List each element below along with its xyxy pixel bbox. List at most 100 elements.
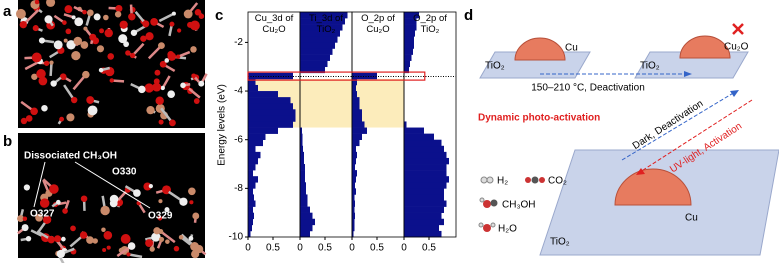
dos-bar <box>248 200 256 207</box>
atom <box>43 60 50 66</box>
bond <box>128 253 143 259</box>
atom <box>82 9 87 15</box>
atom <box>153 78 160 85</box>
dos-bar <box>352 97 360 104</box>
atom <box>107 53 115 60</box>
atom <box>59 73 67 81</box>
dos-bar <box>248 103 293 110</box>
atom <box>145 239 154 247</box>
dos-bar <box>352 176 356 183</box>
dos-bar <box>352 133 362 141</box>
particle-label: Cu <box>685 213 698 224</box>
particle <box>514 37 566 61</box>
dos-bar <box>404 145 444 153</box>
atom <box>158 42 165 50</box>
atom <box>80 41 89 49</box>
series-name: O_2p of TiO₂ <box>413 13 447 35</box>
atom <box>179 197 188 206</box>
dos-bar <box>300 24 343 31</box>
dos-bar <box>352 139 360 147</box>
atom <box>149 246 155 252</box>
atom <box>102 247 107 252</box>
atom <box>150 18 158 26</box>
dos-bar <box>352 170 357 177</box>
dos-bar <box>404 133 434 141</box>
dos-bar <box>300 133 303 141</box>
arrow-head <box>730 90 739 97</box>
dos-bar <box>404 170 447 177</box>
atom <box>64 5 73 14</box>
particle <box>679 35 731 59</box>
dos-bar <box>248 97 291 104</box>
panel-label: b <box>3 133 12 150</box>
bond <box>158 12 175 23</box>
dos-bar <box>404 164 447 171</box>
dos-bar <box>248 109 296 116</box>
x-tick-label: 0 <box>349 243 355 254</box>
dos-bar <box>300 60 328 68</box>
atom <box>20 117 28 125</box>
dos-bar <box>300 188 306 195</box>
arrow <box>621 91 736 161</box>
atom <box>155 96 164 105</box>
atom <box>32 25 39 32</box>
dos-bar <box>248 133 266 141</box>
dos-bar <box>300 54 330 61</box>
dos-bar <box>352 145 356 153</box>
dos-bar <box>248 170 253 177</box>
atom <box>61 236 66 242</box>
atom <box>190 242 200 251</box>
atom <box>44 15 53 24</box>
dos-bar <box>352 72 377 80</box>
x-tick-label: 0.5 <box>422 243 436 254</box>
dos-bar <box>404 157 449 165</box>
dos-bar <box>248 91 278 98</box>
dos-bar <box>352 230 354 238</box>
atom <box>70 96 78 104</box>
atom <box>120 234 131 244</box>
atom <box>71 15 76 20</box>
dos-bar <box>352 200 355 207</box>
arrow-head <box>684 71 692 77</box>
atom <box>21 224 29 232</box>
annotation: Dissociated CH₃OH <box>24 151 117 162</box>
atom <box>130 29 138 36</box>
dos-bar <box>404 206 444 213</box>
dos-bar <box>300 194 308 201</box>
dos-bar <box>404 188 444 195</box>
arrow-head <box>636 168 645 175</box>
atom <box>158 236 165 243</box>
atom <box>190 46 197 53</box>
dos-bar <box>248 78 256 86</box>
panel-label: d <box>464 7 473 24</box>
atom <box>23 184 30 191</box>
atom <box>71 51 81 61</box>
atom <box>38 37 45 44</box>
y-tick-label: -8 <box>234 183 243 194</box>
dos-bar <box>404 12 419 19</box>
atom <box>92 238 98 244</box>
dos-bar <box>352 115 362 122</box>
dos-bar <box>248 121 293 128</box>
atom <box>36 69 46 79</box>
dos-bar <box>404 54 412 61</box>
dos-bar <box>248 115 296 122</box>
dos-bar <box>352 91 357 98</box>
cross <box>732 23 744 35</box>
atom <box>189 200 194 205</box>
scheme-title: Dynamic photo-activation <box>478 113 600 124</box>
dos-bar <box>248 127 278 134</box>
x-tick-label: 0.5 <box>370 243 384 254</box>
dos-bar <box>404 224 439 232</box>
atom <box>101 227 106 233</box>
dos-bar <box>300 170 305 177</box>
dos-bar <box>404 127 424 134</box>
x-tick-label: 0.5 <box>318 243 332 254</box>
atom <box>62 20 67 25</box>
atom <box>164 207 170 213</box>
dos-bar <box>300 139 303 147</box>
dos-bar <box>404 218 444 226</box>
dos-bar <box>404 200 447 207</box>
atom <box>103 230 113 240</box>
